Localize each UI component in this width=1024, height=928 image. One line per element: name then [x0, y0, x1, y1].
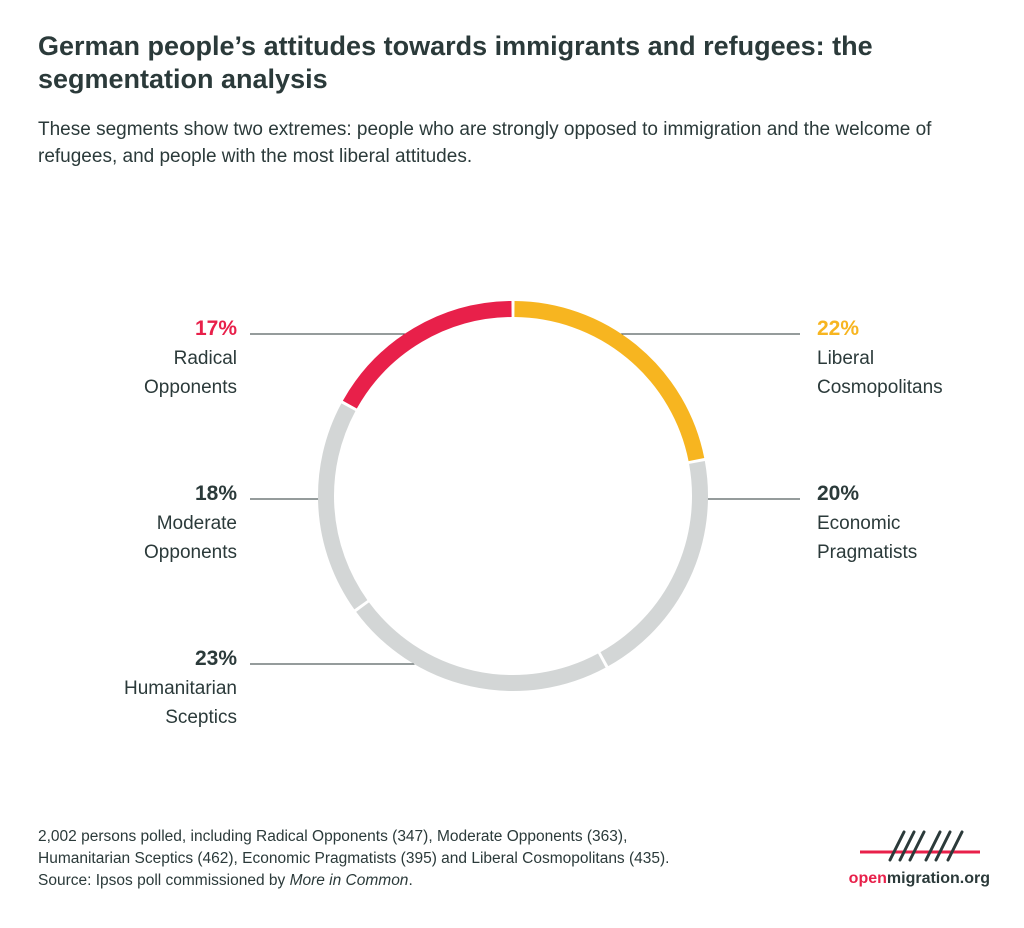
label-humanitarian-sceptics: 23% Humanitarian Sceptics: [37, 644, 237, 732]
openmigration-logo: openmigration.org: [830, 824, 990, 896]
label-moderate-opponents-line1: Moderate: [156, 513, 237, 534]
footnote-source-suffix: .: [408, 872, 413, 889]
logo-mark-icon: [860, 830, 980, 862]
label-liberal-cosmopolitans-pct: 22%: [817, 317, 860, 340]
label-moderate-opponents: 18% Moderate Opponents: [37, 479, 237, 567]
label-liberal-cosmopolitans-line2: Cosmopolitans: [817, 377, 943, 398]
logo-wordmark-accent: open: [848, 870, 887, 887]
label-liberal-cosmopolitans: 22% Liberal Cosmopolitans: [817, 314, 1017, 402]
footnote-source-prefix: Source: Ipsos poll commissioned by: [38, 872, 290, 889]
label-economic-pragmatists: 20% Economic Pragmatists: [817, 479, 1017, 567]
label-liberal-cosmopolitans-line1: Liberal: [817, 348, 875, 369]
footnote-line-1: 2,002 persons polled, including Radical …: [38, 828, 628, 845]
chart-subtitle: These segments show two extremes: people…: [38, 119, 932, 167]
donut-segment-liberal-cosmopolitans: [514, 301, 705, 462]
label-humanitarian-sceptics-line2: Sceptics: [165, 707, 237, 728]
label-moderate-opponents-line2: Opponents: [144, 542, 237, 563]
donut-chart: [250, 301, 800, 691]
donut-segment-humanitarian-sceptics: [356, 602, 606, 691]
label-economic-pragmatists-line1: Economic: [817, 513, 901, 534]
label-radical-opponents: 17% Radical Opponents: [37, 314, 237, 402]
label-radical-opponents-line2: Opponents: [144, 377, 237, 398]
footnote: 2,002 persons polled, including Radical …: [38, 826, 838, 892]
label-radical-opponents-pct: 17%: [194, 317, 237, 340]
donut-segment-radical-opponents: [342, 301, 512, 409]
label-humanitarian-sceptics-line1: Humanitarian: [124, 678, 237, 699]
chart-title: German people’s attitudes towards immigr…: [38, 31, 873, 94]
label-moderate-opponents-pct: 18%: [194, 482, 237, 505]
footnote-source-em: More in Common: [289, 872, 409, 889]
donut-segment-economic-pragmatists: [600, 460, 708, 667]
label-economic-pragmatists-pct: 20%: [817, 482, 860, 505]
donut-segment-moderate-opponents: [318, 403, 368, 610]
label-radical-opponents-line1: Radical: [173, 348, 237, 369]
label-economic-pragmatists-line2: Pragmatists: [817, 542, 918, 563]
logo-wordmark-rest: migration.org: [886, 870, 990, 887]
footnote-line-3: Source: Ipsos poll commissioned by More …: [38, 870, 838, 892]
logo-wordmark: openmigration.org: [830, 870, 990, 888]
label-humanitarian-sceptics-pct: 23%: [194, 647, 237, 670]
footnote-line-2: Humanitarian Sceptics (462), Economic Pr…: [38, 850, 670, 867]
